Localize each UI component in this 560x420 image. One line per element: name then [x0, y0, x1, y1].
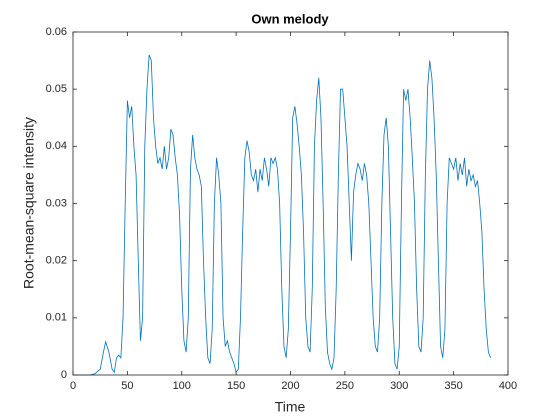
x-axis-label: Time — [275, 399, 306, 415]
x-tick-label: 200 — [281, 380, 299, 392]
x-tick-label: 350 — [444, 380, 462, 392]
x-tick-label: 50 — [121, 380, 133, 392]
x-tick-label: 400 — [499, 380, 517, 392]
y-tick-label: 0.03 — [46, 197, 67, 209]
chart-title: Own melody — [251, 11, 329, 26]
plot-area — [73, 32, 508, 375]
y-tick-label: 0.06 — [46, 26, 67, 38]
y-tick-label: 0.01 — [46, 312, 67, 324]
y-axis-label: Root-mean-square intensity — [21, 117, 37, 289]
y-tick-label: 0.02 — [46, 255, 67, 267]
x-tick-label: 300 — [390, 380, 408, 392]
x-tick-label: 150 — [227, 380, 245, 392]
x-tick-label: 250 — [336, 380, 354, 392]
x-tick-label: 0 — [70, 380, 76, 392]
y-tick-label: 0 — [61, 369, 67, 381]
data-line — [73, 54, 491, 376]
x-tick-label: 100 — [173, 380, 191, 392]
y-tick-label: 0.04 — [46, 140, 67, 152]
y-tick-label: 0.05 — [46, 83, 67, 95]
